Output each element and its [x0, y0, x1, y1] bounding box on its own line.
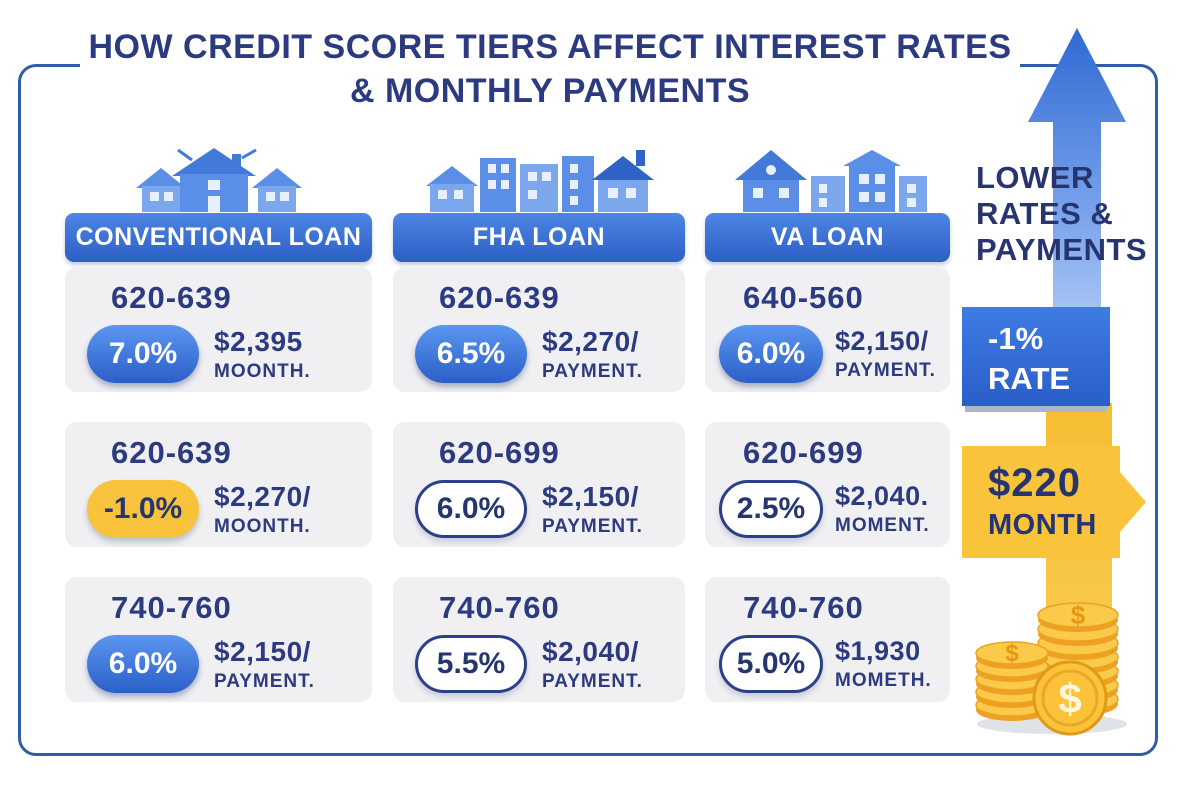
rate-pill: 6.5%: [415, 325, 527, 383]
payment-amount: $2,150/: [542, 480, 639, 512]
score-range: 620-699: [439, 435, 560, 470]
payment-block: $2,150/ PAYMENT.: [835, 326, 936, 382]
rate-pill: 5.0%: [719, 635, 823, 693]
header-va-loan: VA LOAN: [705, 213, 950, 262]
payment-block: $2,395 MOONTH.: [214, 326, 311, 383]
score-range: 640-560: [743, 280, 864, 315]
column-conventional-loan: CONVENTIONAL LOAN 620-639 7.0% $2,395 MO…: [65, 148, 372, 702]
monthly-savings-value: $220: [988, 461, 1081, 505]
tier-card-va-2: 620-699 2.5% $2,040. MOMENT.: [705, 422, 950, 547]
payment-period: PAYMENT.: [835, 360, 936, 381]
payment-block: $1,930 MOMETH.: [835, 636, 932, 692]
page-title: HOW CREDIT SCORE TIERS AFFECT INTEREST R…: [80, 26, 1020, 122]
score-range: 620-699: [743, 435, 864, 470]
tier-card-conventional-1: 620-639 7.0% $2,395 MOONTH.: [65, 267, 372, 392]
rate-pill: 6.0%: [719, 325, 823, 383]
rate-pill: 2.5%: [719, 480, 823, 538]
score-range: 620-639: [111, 435, 232, 470]
payment-amount: $2,040.: [835, 481, 929, 511]
monthly-savings-label: MONTH: [988, 509, 1097, 541]
payment-amount: $1,930: [835, 636, 921, 666]
payment-block: $2,270/ MOONTH.: [214, 481, 311, 538]
rate-reduction-badge: -1% RATE: [962, 307, 1110, 406]
payment-amount: $2,150/: [214, 635, 311, 667]
coins-icon: $ $ $: [970, 582, 1135, 742]
payment-amount: $2,270/: [542, 325, 639, 357]
payment-period: PAYMENT.: [214, 670, 315, 692]
payment-amount: $2,040/: [542, 635, 639, 667]
houses-va-icon: [705, 148, 950, 212]
rate-reduction-value: -1%: [988, 321, 1044, 356]
payment-block: $2,150/ PAYMENT.: [214, 636, 315, 693]
header-conventional-loan: CONVENTIONAL LOAN: [65, 213, 372, 262]
sidebar-heading-line2: RATES &: [976, 195, 1114, 231]
payment-amount: $2,150/: [835, 326, 929, 356]
payment-period: PAYMENT.: [542, 670, 643, 692]
monthly-savings-badge: $220 MONTH: [962, 446, 1120, 558]
page-title-line2: & MONTHLY PAYMENTS: [349, 71, 751, 110]
tier-card-va-1: 640-560 6.0% $2,150/ PAYMENT.: [705, 267, 950, 392]
score-range: 740-760: [439, 590, 560, 625]
sidebar-heading-line1: LOWER: [976, 160, 1094, 195]
houses-fha-icon: [393, 148, 685, 212]
payment-block: $2,270/ PAYMENT.: [542, 326, 643, 383]
up-arrow-icon: [1028, 26, 1128, 476]
payment-period: MOONTH.: [214, 360, 311, 382]
tier-card-fha-2: 620-699 6.0% $2,150/ PAYMENT.: [393, 422, 685, 547]
score-range: 740-760: [111, 590, 232, 625]
score-range: 620-639: [439, 280, 560, 315]
column-va-loan: VA LOAN 640-560 6.0% $2,150/ PAYMENT. 62…: [705, 148, 950, 702]
payment-amount: $2,395: [214, 325, 303, 357]
tier-card-conventional-2: 620-639 -1.0% $2,270/ MOONTH.: [65, 422, 372, 547]
rate-pill: 7.0%: [87, 325, 199, 383]
page-title-line1: HOW CREDIT SCORE TIERS AFFECT INTEREST R…: [88, 28, 1012, 66]
rate-pill: 6.0%: [87, 635, 199, 693]
header-fha-loan: FHA LOAN: [393, 213, 685, 262]
payment-block: $2,040/ PAYMENT.: [542, 636, 643, 693]
tier-card-va-3: 740-760 5.0% $1,930 MOMETH.: [705, 577, 950, 702]
payment-period: PAYMENT.: [542, 515, 643, 537]
sidebar-heading-line3: PAYMENTS: [976, 231, 1148, 267]
column-fha-loan: FHA LOAN 620-639 6.5% $2,270/ PAYMENT. 6…: [393, 148, 685, 702]
payment-amount: $2,270/: [214, 480, 311, 512]
payment-period: PAYMENT.: [542, 360, 643, 382]
payment-block: $2,150/ PAYMENT.: [542, 481, 643, 538]
rate-pill: 5.5%: [415, 635, 527, 693]
payment-period: MOMENT.: [835, 515, 930, 536]
tier-card-fha-3: 740-760 5.5% $2,040/ PAYMENT.: [393, 577, 685, 702]
svg-text:$: $: [1071, 600, 1086, 630]
svg-text:$: $: [1058, 675, 1081, 722]
payment-period: MOMETH.: [835, 670, 932, 691]
payment-period: MOONTH.: [214, 515, 311, 537]
rate-pill: 6.0%: [415, 480, 527, 538]
rate-reduction-label: RATE: [988, 360, 1071, 396]
payment-block: $2,040. MOMENT.: [835, 481, 930, 537]
score-range: 740-760: [743, 590, 864, 625]
sidebar-heading: LOWER RATES & PAYMENTS: [976, 160, 1147, 268]
score-range: 620-639: [111, 280, 232, 315]
tier-card-conventional-3: 740-760 6.0% $2,150/ PAYMENT.: [65, 577, 372, 702]
svg-text:$: $: [1005, 640, 1019, 667]
houses-conventional-icon: [65, 148, 372, 212]
rate-pill: -1.0%: [87, 480, 199, 538]
tier-card-fha-1: 620-639 6.5% $2,270/ PAYMENT.: [393, 267, 685, 392]
